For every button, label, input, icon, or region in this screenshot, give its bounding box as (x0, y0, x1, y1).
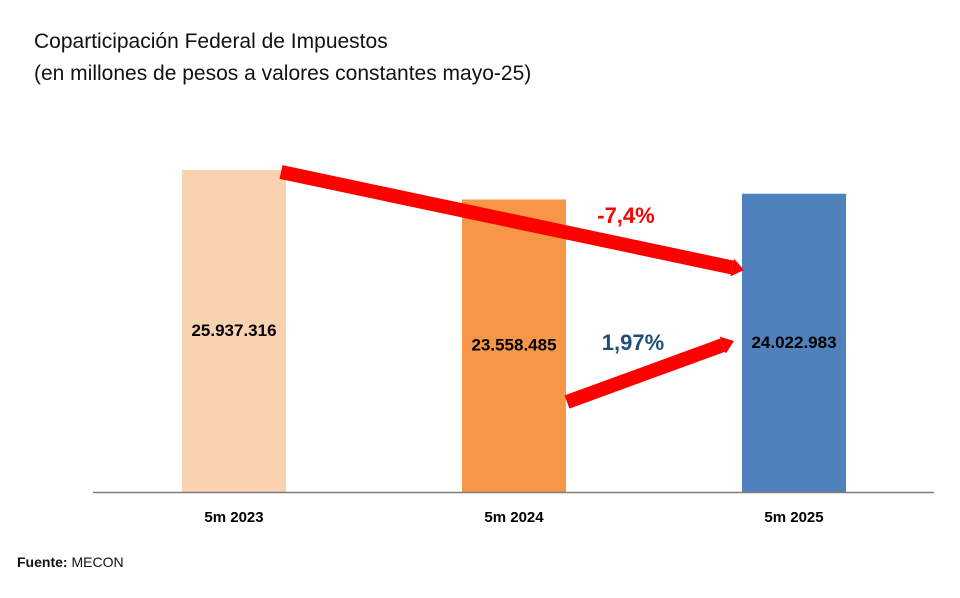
decline-arrow-head (730, 258, 744, 277)
growth-arrow-head (719, 336, 734, 354)
annotation-decline-pct: -7,4% (597, 203, 654, 228)
source-label: Fuente: (17, 554, 68, 570)
x-tick-label-3: 5m 2025 (764, 509, 823, 526)
bar-2 (462, 199, 566, 492)
x-tick-label-2: 5m 2024 (484, 509, 544, 526)
growth-arrow-shaft (564, 338, 726, 409)
chart-title: Coparticipación Federal de Impuestos (34, 30, 388, 53)
bar-value-label-2: 23.558.485 (471, 336, 556, 355)
source-note: Fuente: MECON (17, 554, 124, 570)
decline-arrow-shaft (279, 165, 734, 275)
source-value: MECON (71, 554, 124, 570)
annotation-growth-pct: 1,97% (602, 330, 664, 355)
bar-3 (742, 193, 846, 492)
x-tick-label-1: 5m 2023 (204, 509, 263, 526)
bar-1 (182, 169, 286, 492)
chart-subtitle: (en millones de pesos a valores constant… (34, 62, 532, 85)
bar-value-label-1: 25.937.316 (191, 321, 276, 340)
bar-value-label-3: 24.022.983 (751, 333, 836, 352)
